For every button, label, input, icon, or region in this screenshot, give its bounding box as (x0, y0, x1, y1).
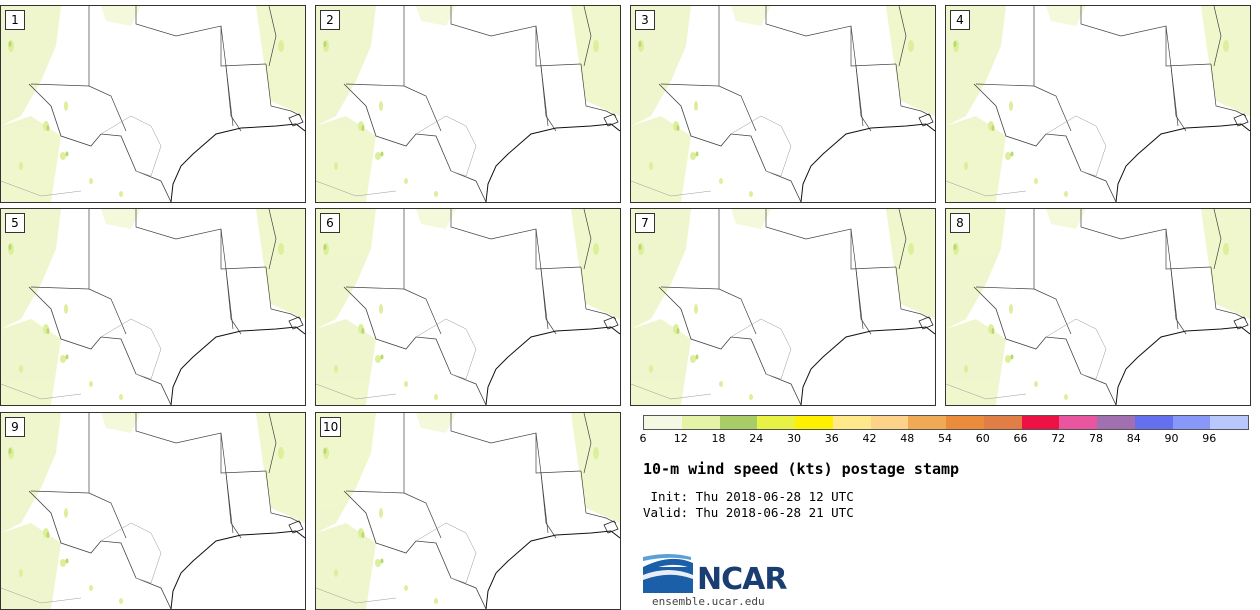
colorbar-segment (1210, 416, 1248, 429)
map-panel-6: 6 (315, 208, 621, 406)
colorbar-tick-label: 24 (749, 432, 764, 445)
colorbar-tick-label: 48 (900, 432, 915, 445)
panel-label: 6 (320, 213, 340, 233)
colorbar-tick-label: 30 (787, 432, 801, 445)
page-title: 10-m wind speed (kts) postage stamp (643, 460, 960, 478)
colorbar-segment (795, 416, 833, 429)
colorbar-segment (946, 416, 984, 429)
colorbar-tick-label: 60 (975, 432, 990, 445)
logo-text: NCAR (697, 562, 787, 597)
colorbar-segment (832, 416, 871, 429)
colorbar-tick-label: 18 (711, 432, 726, 445)
site-url[interactable]: ensemble.ucar.edu (652, 595, 765, 608)
ncar-logo-icon (643, 554, 693, 593)
colorbar (643, 415, 1249, 430)
colorbar-segment (983, 416, 1022, 429)
panel-label: 5 (5, 213, 25, 233)
colorbar-tick-label: 12 (673, 432, 688, 445)
colorbar-segment (908, 416, 946, 429)
colorbar-tick-label: 90 (1164, 432, 1179, 445)
colorbar-tick-label: 78 (1089, 432, 1103, 445)
colorbar-tick-label: 54 (938, 432, 952, 445)
colorbar-segment (681, 416, 720, 429)
map-panel-10: 10 (315, 412, 621, 610)
map-panel-9: 9 (0, 412, 306, 610)
map-panel-7: 7 (630, 208, 936, 406)
panel-label: 9 (5, 417, 25, 437)
panel-label: 3 (635, 10, 655, 30)
colorbar-tick-label: 36 (824, 432, 839, 445)
colorbar-segment (870, 416, 909, 429)
map-panel-3: 3 (630, 5, 936, 203)
colorbar-tick-label: 72 (1051, 432, 1066, 445)
panel-label: 10 (320, 417, 342, 437)
map-panel-8: 8 (945, 208, 1251, 406)
map-panel-5: 5 (0, 208, 306, 406)
panel-label: 1 (5, 10, 25, 30)
colorbar-segment (644, 416, 682, 429)
colorbar-tick-label: 42 (862, 432, 877, 445)
colorbar-tick-label: 66 (1013, 432, 1028, 445)
map-panel-1: 1 (0, 5, 306, 203)
colorbar-segment (1097, 416, 1135, 429)
colorbar-ticks: 6 12 18 24 30 36 42 48 54 60 66 72 78 84 90 96 (639, 432, 1249, 448)
valid-time: Valid: Thu 2018-06-28 21 UTC (643, 505, 854, 520)
panel-label: 4 (950, 10, 970, 30)
map-panel-4: 4 (945, 5, 1251, 203)
colorbar-tick-label: 96 (1202, 432, 1217, 445)
panel-label: 8 (950, 213, 970, 233)
colorbar-segment (1134, 416, 1173, 429)
map-panel-2: 2 (315, 5, 621, 203)
colorbar-segment (1021, 416, 1060, 429)
colorbar-segment (757, 416, 795, 429)
colorbar-tick-label: 84 (1126, 432, 1141, 445)
colorbar-segment (1172, 416, 1211, 429)
panel-label: 7 (635, 213, 655, 233)
panel-label: 2 (320, 10, 340, 30)
colorbar-segment (719, 416, 758, 429)
colorbar-segment (1059, 416, 1097, 429)
colorbar-tick-label: 6 (639, 432, 647, 445)
init-time: Init: Thu 2018-06-28 12 UTC (643, 489, 854, 504)
